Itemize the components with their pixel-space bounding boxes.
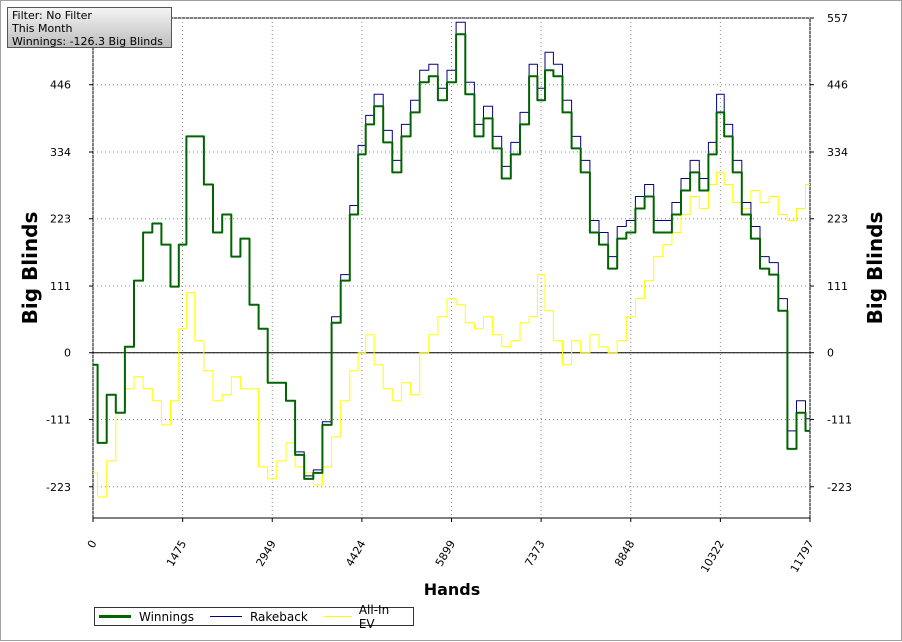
series-group — [93, 21, 810, 498]
legend-item-allin-ev: All-In EV — [323, 602, 401, 631]
legend-swatch-rakeback — [209, 616, 242, 617]
y-tick-label-right-0: 557 — [827, 12, 848, 25]
legend-item-winnings: Winnings — [99, 610, 194, 624]
legend-label-winnings: Winnings — [139, 609, 194, 624]
filter-text: Filter: No Filter — [12, 9, 92, 22]
x-tick-label-8: 11797 — [788, 538, 817, 575]
y-tick-label-right-4: 111 — [827, 280, 848, 293]
y-tick-label-right-6: -111 — [827, 413, 852, 426]
series-line-all-in-ev — [93, 171, 810, 498]
winnings-text: Winnings: -126.3 Big Blinds — [12, 35, 163, 48]
y-axis-title-right: Big Blinds — [863, 212, 887, 325]
y-ticks-right: 557 446 334 223 111 0 -111 -223 — [810, 12, 852, 494]
y-tick-label-right-3: 223 — [827, 213, 848, 226]
y-tick-label-left-4: 111 — [50, 280, 71, 293]
x-tick-label-0: 0 — [85, 538, 100, 551]
period-text: This Month — [12, 22, 73, 35]
y-tick-label-left-7: -223 — [46, 481, 71, 494]
y-tick-label-left-2: 334 — [50, 146, 71, 159]
y-tick-label-right-5: 0 — [827, 347, 834, 360]
y-tick-label-left-6: -111 — [46, 413, 71, 426]
x-ticks: 0 1475 2949 4424 5899 7373 8848 10322 11797 — [85, 518, 817, 575]
legend: Winnings Rakeback All-In EV — [94, 603, 414, 631]
x-tick-label-6: 8848 — [612, 538, 637, 569]
legend-label-rakeback: Rakeback — [249, 609, 308, 624]
x-tick-label-2: 2949 — [254, 538, 279, 569]
y-tick-label-left-5: 0 — [64, 347, 71, 360]
x-tick-label-1: 1475 — [164, 538, 189, 569]
x-axis-title: Hands — [424, 580, 481, 599]
y-tick-label-left-1: 446 — [50, 79, 71, 92]
y-tick-label-left-3: 223 — [50, 213, 71, 226]
y-tick-label-right-1: 446 — [827, 79, 848, 92]
x-tick-label-5: 7373 — [522, 538, 547, 569]
x-tick-label-3: 4424 — [343, 538, 368, 569]
grid — [92, 17, 811, 518]
info-box: Filter: No Filter This Month Winnings: -… — [7, 7, 172, 48]
y-tick-label-right-7: -223 — [827, 481, 852, 494]
y-axis-title-left: Big Blinds — [18, 212, 42, 325]
x-tick-label-7: 10322 — [698, 538, 727, 575]
y-tick-label-right-2: 334 — [827, 146, 848, 159]
legend-swatch-winnings — [99, 615, 131, 618]
legend-label-allin-ev: All-In EV — [358, 602, 390, 631]
x-tick-label-4: 5899 — [433, 538, 458, 569]
series-line-winnings — [93, 33, 810, 480]
legend-swatch-allin-ev — [323, 616, 351, 617]
legend-item-rakeback: Rakeback — [209, 609, 308, 624]
